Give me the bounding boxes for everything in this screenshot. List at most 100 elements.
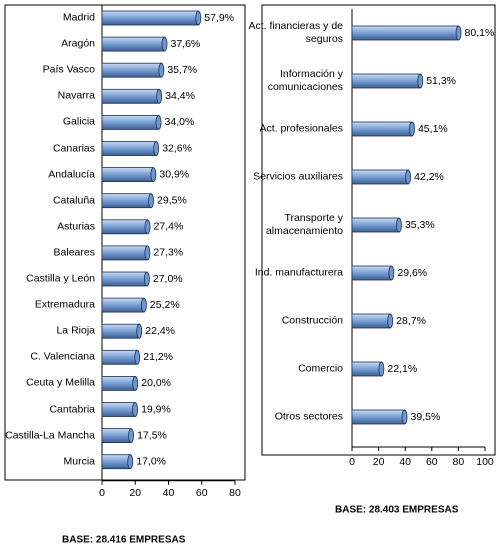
bar-cap bbox=[396, 217, 402, 233]
category-label: Información y comunicaciones bbox=[267, 68, 343, 93]
category-label: Servicios auxiliares bbox=[253, 170, 343, 183]
value-label: 34,4% bbox=[165, 90, 195, 102]
category-label: Castilla y León bbox=[26, 272, 95, 285]
bar bbox=[101, 62, 162, 78]
category-label: Castilla-La Mancha bbox=[5, 429, 95, 442]
category-label: Aragón bbox=[61, 37, 95, 50]
value-label: 22,4% bbox=[145, 325, 175, 337]
bar bbox=[101, 193, 152, 209]
bar-cap bbox=[128, 428, 134, 444]
bar bbox=[351, 217, 400, 233]
x-tick-label: 80 bbox=[453, 456, 465, 468]
value-label: 51,3% bbox=[426, 75, 456, 87]
bar-cap bbox=[144, 219, 151, 235]
bar bbox=[101, 36, 165, 52]
bar-cap bbox=[140, 297, 147, 313]
category-label: Act. financieras y de seguros bbox=[248, 20, 343, 45]
value-label: 34,0% bbox=[165, 116, 195, 128]
value-label: 20,0% bbox=[141, 377, 171, 389]
bar-cap bbox=[132, 402, 138, 417]
category-label: Otros sectores bbox=[274, 410, 343, 423]
bar bbox=[101, 349, 138, 365]
bar-cap bbox=[155, 115, 162, 130]
bar bbox=[101, 88, 160, 104]
value-label: 80,1% bbox=[465, 27, 495, 39]
category-label: Extremadura bbox=[34, 298, 95, 311]
value-label: 17,5% bbox=[137, 429, 167, 441]
x-tick-label: 80 bbox=[229, 487, 241, 499]
value-label: 21,2% bbox=[143, 351, 173, 363]
bar-cap bbox=[417, 73, 424, 89]
category-label: Baleares bbox=[53, 246, 95, 259]
x-tick-label: 60 bbox=[426, 456, 438, 468]
bar bbox=[351, 265, 392, 281]
category-label: Murcia bbox=[63, 455, 95, 468]
category-label: Ind. manufacturera bbox=[254, 266, 343, 279]
category-label: Comercio bbox=[298, 362, 343, 375]
bar-cap bbox=[401, 409, 408, 425]
category-label: Transporte y almacenamiento bbox=[265, 212, 343, 237]
category-label: La Rioja bbox=[56, 324, 95, 337]
bar-cap bbox=[405, 169, 412, 185]
category-label: Cantabria bbox=[49, 403, 95, 415]
x-tick-label: 40 bbox=[399, 456, 411, 468]
bar-cap bbox=[388, 265, 395, 281]
bar bbox=[101, 271, 148, 287]
category-label: Galicia bbox=[62, 115, 95, 128]
bar-cap bbox=[455, 25, 462, 41]
bar bbox=[101, 428, 132, 444]
bar bbox=[351, 121, 413, 137]
x-tick-label: 60 bbox=[196, 487, 208, 499]
value-label: 29,5% bbox=[157, 194, 187, 206]
bar bbox=[101, 323, 140, 339]
value-label: 27,0% bbox=[153, 273, 183, 285]
bar-cap bbox=[161, 36, 168, 52]
value-label: 45,1% bbox=[418, 123, 448, 135]
category-label: Canarias bbox=[52, 142, 95, 154]
bar-cap bbox=[143, 271, 150, 287]
x-tick-label: 0 bbox=[349, 456, 355, 468]
x-tick-label: 0 bbox=[99, 487, 105, 499]
bar-cap bbox=[153, 141, 160, 156]
category-label: Andalucía bbox=[48, 168, 95, 181]
bar bbox=[351, 73, 421, 89]
bar bbox=[101, 297, 145, 313]
chart-frame bbox=[261, 4, 496, 456]
bar bbox=[351, 409, 405, 425]
footnote: BASE: 28.403 EMPRESAS bbox=[335, 505, 459, 516]
value-label: 17,0% bbox=[136, 455, 166, 467]
value-label: 29,6% bbox=[397, 267, 427, 279]
bar-cap bbox=[156, 88, 163, 104]
category-label: Madrid bbox=[62, 11, 95, 24]
value-label: 35,7% bbox=[167, 64, 197, 76]
category-label: Act. profesionales bbox=[259, 122, 343, 135]
value-label: 37,6% bbox=[171, 38, 201, 50]
bar-cap bbox=[378, 361, 385, 377]
bar bbox=[101, 141, 157, 156]
bar bbox=[101, 245, 148, 261]
x-tick-label: 20 bbox=[129, 487, 141, 499]
bar bbox=[101, 375, 136, 391]
bar bbox=[101, 10, 199, 26]
bar-cap bbox=[134, 349, 141, 365]
bar-cap bbox=[136, 323, 143, 339]
bar bbox=[351, 25, 459, 41]
bar-cap bbox=[387, 313, 394, 329]
x-tick-label: 40 bbox=[163, 487, 175, 499]
value-label: 27,4% bbox=[154, 221, 184, 233]
bar-cap bbox=[150, 167, 157, 183]
category-label: C. Valenciana bbox=[30, 350, 95, 363]
bar-cap bbox=[409, 121, 415, 137]
category-label: Construcción bbox=[281, 314, 343, 327]
bar bbox=[351, 361, 382, 377]
chart-frame bbox=[4, 4, 246, 481]
bar bbox=[101, 219, 148, 235]
value-label: 27,3% bbox=[153, 247, 183, 259]
bar bbox=[351, 169, 409, 185]
bar bbox=[351, 313, 391, 329]
value-label: 28,7% bbox=[396, 315, 426, 327]
x-tick-label: 100 bbox=[476, 456, 494, 468]
category-label: Navarra bbox=[57, 89, 95, 102]
